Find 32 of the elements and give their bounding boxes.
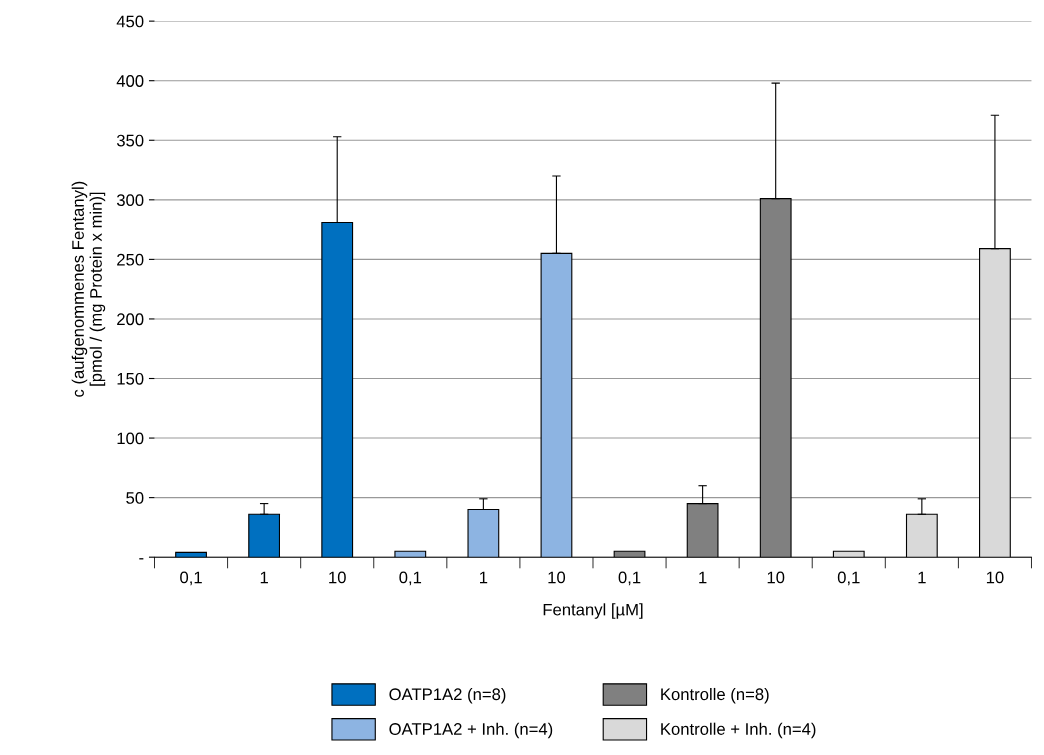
y-tick-label: 50: [126, 492, 144, 504]
y-tick-label: 350: [116, 134, 144, 147]
bar: [394, 550, 427, 558]
legend-label: Kontrolle + Inh. (n=4): [661, 722, 816, 739]
x-tick-label: 0,1: [837, 571, 860, 586]
x-tick-label: 10: [329, 571, 346, 584]
x-tick-label: 1: [480, 571, 488, 584]
x-tick-label: 1: [699, 571, 707, 584]
y-tick-label: 100: [117, 432, 144, 445]
x-tick-label: 1: [918, 571, 926, 584]
legend-label: OATP1A2 (n=8): [389, 687, 506, 704]
bar: [832, 550, 865, 558]
y-tick-label: 300: [116, 194, 144, 207]
x-tick-label: 0,1: [618, 571, 641, 586]
x-tick-label: 10: [548, 571, 566, 584]
y-tick-label: -: [139, 558, 144, 560]
legend-label: Kontrolle (n=8): [661, 687, 769, 704]
x-tick-label: 10: [767, 571, 785, 584]
x-tick-label: 10: [986, 571, 1004, 584]
x-tick-label: 0,1: [399, 571, 422, 586]
bar: [613, 550, 646, 558]
x-axis-title: Fentanyl [µM]: [543, 603, 643, 619]
x-tick-label: 0,1: [180, 571, 202, 586]
legend-label: OATP1A2 + Inh. (n=4): [389, 722, 553, 739]
y-tick-label: 450: [116, 15, 144, 28]
y-tick-label: 250: [117, 253, 144, 266]
bar: [175, 551, 207, 558]
y-tick-label: 150: [117, 372, 144, 385]
y-tick-label: 200: [117, 313, 144, 326]
x-tick-label: 1: [260, 571, 268, 584]
y-tick-label: 400: [116, 75, 144, 87]
y-axis-title: c (aufgenommenes Fentanyl) [pmol / (mg Protein x min)]: [71, 181, 106, 397]
